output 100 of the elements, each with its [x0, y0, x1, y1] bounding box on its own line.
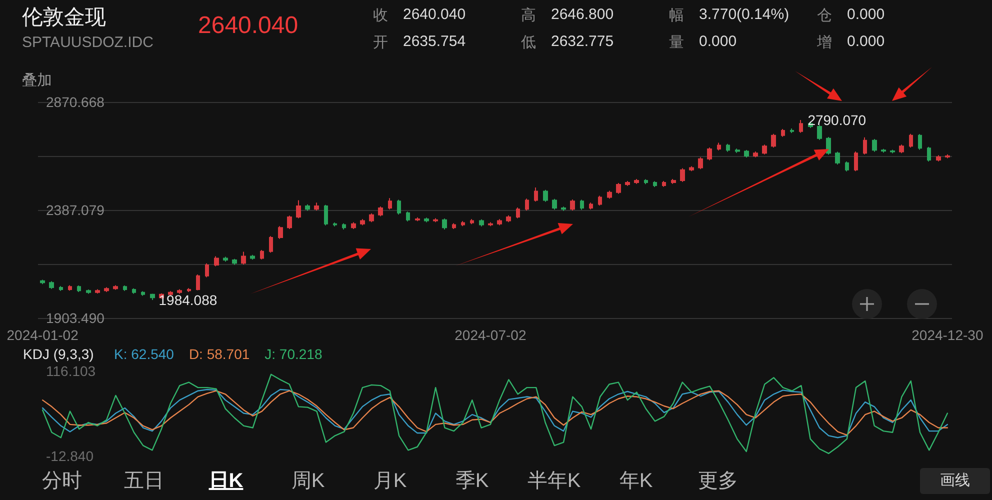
- candlestick: [488, 222, 493, 227]
- y-tick-label: 1903.490: [46, 310, 105, 326]
- candlestick: [351, 222, 356, 230]
- text: 年K: [618, 469, 654, 494]
- candlestick: [835, 151, 840, 165]
- candlestick: [707, 146, 712, 161]
- candlestick: [680, 168, 685, 182]
- candlestick: [241, 251, 246, 266]
- candlestick: [607, 190, 612, 200]
- candlestick: [113, 284, 118, 290]
- x-tick-label: 2024-12-30: [912, 327, 984, 343]
- candlestick: [214, 256, 219, 267]
- candlestick: [196, 274, 200, 291]
- series-label: J: 70.218: [264, 346, 322, 362]
- y-tick-label: 2387.079: [46, 202, 105, 218]
- candlestick: [826, 136, 831, 156]
- candlestick: [790, 128, 794, 134]
- candlestick: [232, 258, 237, 266]
- candlestick: [287, 215, 292, 230]
- candlestick: [589, 202, 593, 210]
- candlestick: [735, 148, 740, 154]
- candlestick: [305, 204, 310, 212]
- candlestick: [653, 180, 657, 188]
- candlestick: [854, 151, 858, 172]
- annotation: 1984.088: [158, 292, 218, 308]
- candlestick: [552, 198, 557, 210]
- candlestick: [909, 133, 913, 148]
- candlestick: [698, 156, 703, 170]
- text: 幅 3.770(0.14%): [669, 6, 790, 25]
- y-tick-label: 2870.668: [46, 94, 105, 110]
- candlestick: [95, 288, 100, 294]
- candlestick: [342, 222, 346, 230]
- candlestick: [543, 189, 548, 202]
- candlestick: [378, 206, 383, 217]
- text: 画线: [920, 468, 990, 494]
- candlestick: [927, 146, 931, 162]
- candlestick: [397, 199, 401, 215]
- candlestick: [644, 178, 648, 185]
- candlestick: [598, 195, 602, 206]
- candlestick: [314, 202, 319, 211]
- candlestick: [150, 293, 155, 300]
- candlestick: [187, 288, 191, 292]
- candlestick: [461, 220, 465, 227]
- text: 仓 0.000: [817, 6, 885, 25]
- candlestick: [570, 199, 575, 211]
- text: 日K: [208, 469, 244, 494]
- candlestick: [497, 218, 502, 226]
- candlestick: [516, 207, 520, 219]
- y-tick-label: -12.840: [46, 448, 94, 464]
- text: 伦敦金现: [22, 5, 106, 31]
- candlestick: [726, 143, 730, 152]
- candlestick: [433, 218, 438, 223]
- candlestick: [525, 198, 529, 211]
- text: SPTAUUSDOZ.IDC: [22, 34, 154, 51]
- text: 低 2632.775: [521, 33, 614, 52]
- candlestick: [424, 217, 429, 223]
- candlestick: [452, 222, 456, 230]
- candlestick: [260, 249, 264, 260]
- candlestick: [86, 289, 91, 294]
- candlestick: [899, 144, 904, 154]
- candlestick: [936, 154, 941, 162]
- text: 半年K: [526, 469, 582, 494]
- text: 收 2640.040: [373, 6, 466, 25]
- candlestick: [223, 256, 228, 262]
- candlestick: [872, 138, 877, 152]
- x-tick-label: 2024-01-02: [6, 327, 79, 343]
- candlestick: [68, 284, 72, 292]
- text: 叠加: [22, 71, 52, 90]
- text: D: 58.701: [188, 346, 250, 362]
- candlestick: [132, 288, 136, 294]
- candlestick: [771, 133, 776, 148]
- candlestick: [269, 236, 273, 254]
- candlestick: [479, 218, 484, 227]
- candlestick: [561, 206, 566, 212]
- text: 月K: [372, 469, 408, 494]
- candlestick: [388, 198, 392, 210]
- text: 高 2646.800: [521, 6, 614, 25]
- candlestick: [415, 216, 420, 222]
- text: 分时: [41, 469, 83, 494]
- text: 周K: [290, 469, 326, 494]
- candlestick: [333, 222, 337, 227]
- candlestick: [360, 218, 365, 226]
- candlestick: [918, 134, 922, 150]
- candlestick: [616, 182, 621, 194]
- candlestick: [168, 290, 173, 296]
- candlestick: [625, 180, 630, 186]
- candlestick: [59, 286, 63, 292]
- candlestick: [534, 186, 538, 202]
- candlestick: [689, 166, 694, 172]
- candlestick: [141, 290, 145, 296]
- text: 开 2635.754: [373, 33, 466, 52]
- candlestick: [881, 148, 886, 154]
- candlestick: [40, 279, 45, 285]
- candlestick: [506, 214, 511, 223]
- candlestick: [662, 180, 666, 188]
- candlestick: [77, 285, 81, 292]
- candlestick: [406, 211, 410, 222]
- text: 量 0.000: [669, 33, 737, 52]
- candlestick: [762, 144, 767, 155]
- text: 增 0.000: [817, 33, 885, 52]
